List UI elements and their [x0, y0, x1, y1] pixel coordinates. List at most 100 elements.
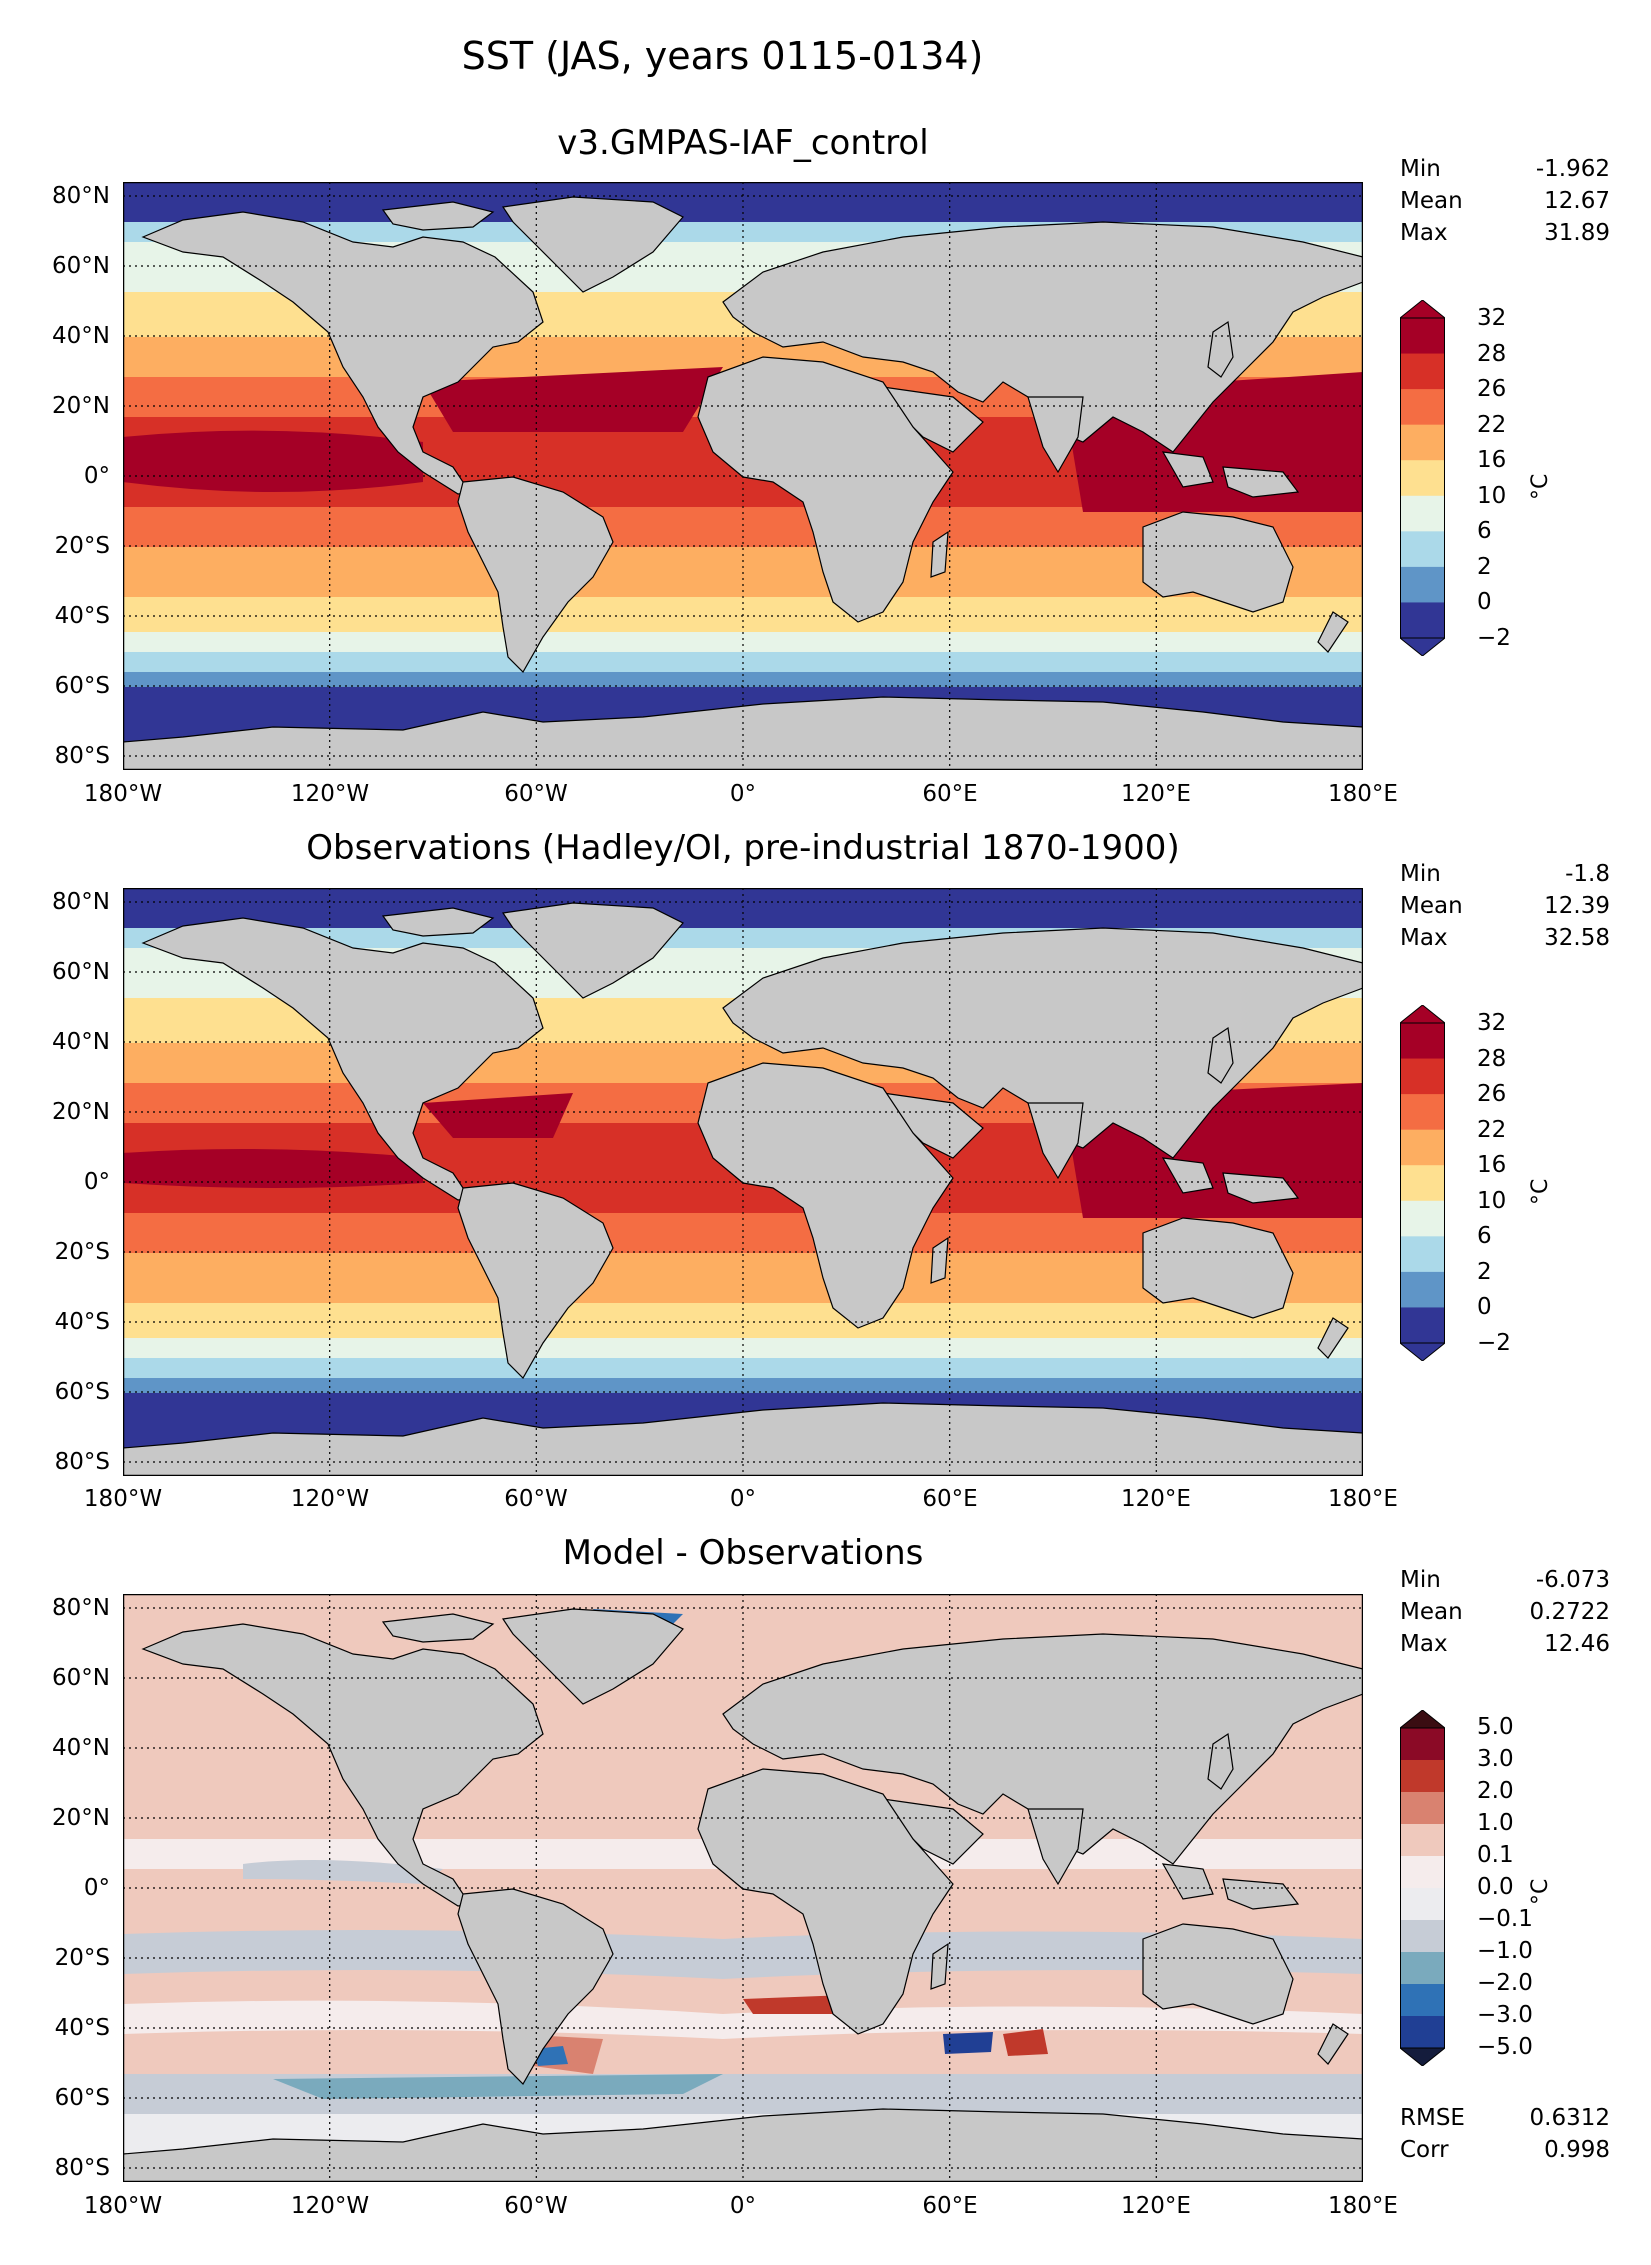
lon-label-120w: 120°W	[290, 2193, 370, 2219]
colorbar-tick-label: −2	[1477, 625, 1511, 651]
colorbar-tick-label: 22	[1477, 1116, 1507, 1143]
colorbar-tick-label: −3.0	[1477, 2002, 1533, 2028]
colorbar-swatch	[1400, 318, 1445, 355]
colorbar-tick-label: 5.0	[1477, 1714, 1514, 1740]
lat-label-60s: 60°S	[54, 1379, 110, 1405]
lat-label-20s: 20°S	[54, 533, 110, 559]
colorbar-swatch	[1400, 531, 1445, 568]
colorbar-swatch	[1400, 424, 1445, 461]
colorbar-swatch	[1400, 1236, 1445, 1273]
panel-title-observations: Observations (Hadley/OI, pre-industrial …	[306, 828, 1180, 868]
lon-label-180e: 180°E	[1328, 2193, 1398, 2219]
lat-label-0: 0°	[83, 1875, 110, 1901]
stat-value: 12.67	[1544, 188, 1610, 214]
colorbar-tick-label: 2.0	[1477, 1778, 1514, 1804]
stat-label: Max	[1400, 1631, 1448, 1657]
colorbar-tick-label: 16	[1477, 447, 1507, 474]
colorbar-swatch	[1400, 1200, 1445, 1237]
lat-label-80s: 80°S	[54, 2155, 110, 2181]
lat-label-60s: 60°S	[54, 2085, 110, 2111]
colorbar-unit-observations: °C	[1528, 1178, 1553, 1205]
lon-label-0: 0°	[729, 2193, 757, 2219]
lat-label-40n: 40°N	[52, 1735, 110, 1761]
stats-observations: Min -1.8 Mean 12.39 Max 32.58	[1400, 858, 1610, 954]
lat-label-20s: 20°S	[54, 1239, 110, 1265]
stat-value: 31.89	[1544, 220, 1610, 246]
lon-label-60e: 60°E	[922, 1486, 978, 1512]
rmse-label: RMSE	[1400, 2105, 1465, 2131]
lat-label-80n: 80°N	[52, 889, 110, 915]
lon-label-0: 0°	[729, 781, 757, 807]
figure-title: SST (JAS, years 0115-0134)	[461, 34, 984, 78]
stat-label: Max	[1400, 220, 1448, 246]
colorbar-tick-label: 2	[1477, 553, 1492, 580]
colorbar-tick-label: −5.0	[1477, 2034, 1533, 2060]
lat-label-20s: 20°S	[54, 1945, 110, 1971]
stat-value: -6.073	[1535, 1567, 1610, 1593]
lat-label-20n: 20°N	[52, 1099, 110, 1125]
colorbar-tick-label: 28	[1477, 1045, 1507, 1072]
lat-label-60n: 60°N	[52, 959, 110, 985]
lon-label-60w: 60°W	[504, 1486, 568, 1512]
colorbar-swatch	[1400, 1023, 1445, 1060]
stat-label: Min	[1400, 156, 1441, 182]
lat-label-40s: 40°S	[54, 603, 110, 629]
colorbar-tick-label: −2.0	[1477, 1970, 1533, 1996]
corr-label: Corr	[1400, 2137, 1449, 2163]
colorbar-swatch	[1400, 602, 1445, 639]
stats-error: RMSE 0.6312 Corr 0.998	[1400, 2102, 1610, 2166]
colorbar-extend-bottom	[1398, 1342, 1447, 1362]
colorbar-tick-label: 28	[1477, 340, 1507, 367]
lat-label-40n: 40°N	[52, 1029, 110, 1055]
lon-label-0: 0°	[729, 1486, 757, 1512]
lon-label-120e: 120°E	[1121, 1486, 1191, 1512]
colorbar-tick-label: 1.0	[1477, 1810, 1514, 1836]
lat-label-20n: 20°N	[52, 1805, 110, 1831]
colorbar-tick-label: 0.1	[1477, 1842, 1514, 1868]
stat-label: Mean	[1400, 893, 1463, 919]
lat-label-80s: 80°S	[54, 743, 110, 769]
colorbar-unit-model: °C	[1528, 473, 1553, 500]
colorbar-tick-label: 0.0	[1477, 1874, 1514, 1900]
colorbar-tick-label: 6	[1477, 518, 1492, 545]
stat-label: Min	[1400, 861, 1441, 887]
lon-label-180w: 180°W	[83, 2193, 163, 2219]
colorbar-swatch	[1400, 1920, 1445, 1953]
colorbar-extend-top	[1398, 299, 1447, 319]
stat-value: 12.46	[1544, 1631, 1610, 1657]
colorbar-extend-top	[1398, 1709, 1447, 1729]
colorbar-swatch	[1400, 1165, 1445, 1202]
colorbar-extend-bottom	[1398, 2047, 1447, 2067]
colorbar-unit-difference: °C	[1528, 1878, 1553, 1905]
colorbar-swatch	[1400, 566, 1445, 603]
lat-label-60n: 60°N	[52, 253, 110, 279]
map-observed-sst	[123, 888, 1363, 1476]
colorbar-swatch	[1400, 2016, 1445, 2049]
lon-label-60w: 60°W	[504, 781, 568, 807]
colorbar-swatch	[1400, 1094, 1445, 1131]
corr-value: 0.998	[1544, 2137, 1610, 2163]
stat-value: -1.8	[1565, 861, 1610, 887]
colorbar-tick-label: −0.1	[1477, 1906, 1533, 1932]
lat-label-60n: 60°N	[52, 1665, 110, 1691]
lon-label-180e: 180°E	[1328, 1486, 1398, 1512]
stat-value: 12.39	[1544, 893, 1610, 919]
lon-label-180e: 180°E	[1328, 781, 1398, 807]
colorbar-swatch	[1400, 1129, 1445, 1166]
colorbar-difference	[1398, 1709, 1447, 2070]
lon-label-60e: 60°E	[922, 781, 978, 807]
colorbar-extend-top	[1398, 1004, 1447, 1024]
lat-label-0: 0°	[83, 1169, 110, 1195]
stats-model: Min -1.962 Mean 12.67 Max 31.89	[1400, 153, 1610, 249]
lat-label-40s: 40°S	[54, 1309, 110, 1335]
lon-label-180w: 180°W	[83, 781, 163, 807]
lat-label-0: 0°	[83, 463, 110, 489]
colorbar-swatch	[1400, 389, 1445, 426]
stat-value: 32.58	[1544, 925, 1610, 951]
colorbar-tick-label: 32	[1477, 305, 1507, 331]
colorbar-swatch	[1400, 1792, 1445, 1825]
lat-label-40n: 40°N	[52, 323, 110, 349]
colorbar-tick-label: 0	[1477, 1294, 1492, 1321]
colorbar-swatch	[1400, 1824, 1445, 1857]
colorbar-swatch	[1400, 495, 1445, 532]
